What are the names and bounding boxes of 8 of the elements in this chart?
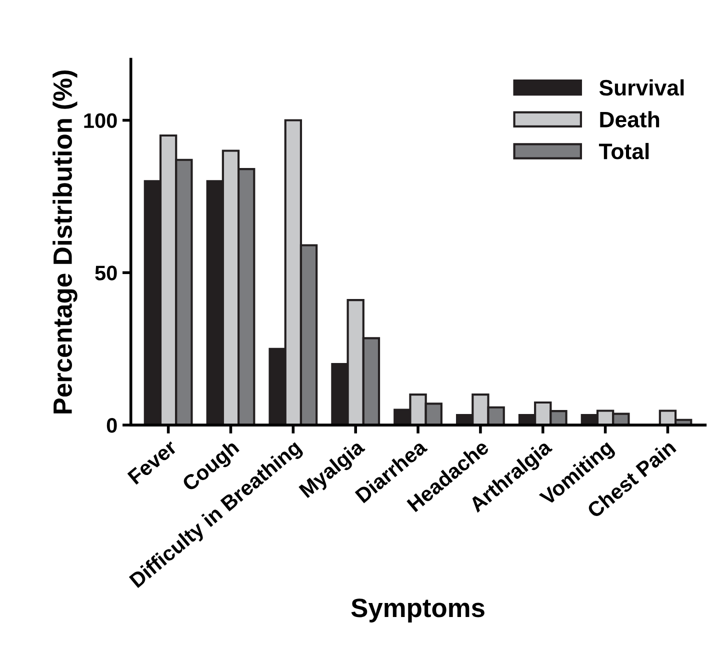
y-tick-label: 50 <box>95 266 117 280</box>
y-axis-title: Percentage Distribution (%) <box>52 70 78 414</box>
x-axis-title: Symptoms <box>351 598 484 622</box>
legend-label: Death <box>600 111 660 128</box>
legend-label: Survival <box>599 79 684 96</box>
legend-label: Total <box>598 142 649 160</box>
y-tick-label: 0 <box>106 418 117 433</box>
y-tick-label: 100 <box>84 113 117 128</box>
